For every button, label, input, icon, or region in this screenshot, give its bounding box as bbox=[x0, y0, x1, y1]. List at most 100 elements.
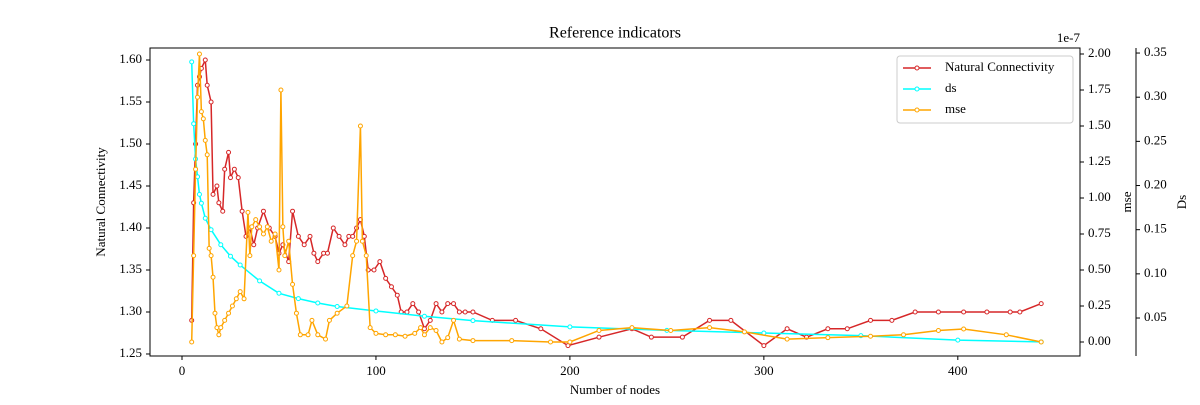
point bbox=[305, 332, 311, 338]
point bbox=[629, 325, 635, 331]
point bbox=[707, 325, 713, 331]
x-tick-label: 400 bbox=[948, 363, 968, 378]
point bbox=[290, 281, 296, 287]
point bbox=[784, 336, 790, 342]
point bbox=[315, 259, 321, 265]
point bbox=[196, 191, 202, 197]
y3ticks-label: 0.10 bbox=[1144, 265, 1167, 280]
yticks-label: 1.30 bbox=[119, 303, 142, 318]
x-axis-label: Number of nodes bbox=[570, 382, 660, 397]
point bbox=[728, 317, 734, 323]
point bbox=[191, 253, 197, 259]
point bbox=[470, 318, 476, 324]
point bbox=[462, 309, 468, 315]
point bbox=[421, 332, 427, 338]
y3ticks-label: 0.15 bbox=[1144, 221, 1167, 236]
point bbox=[245, 209, 251, 215]
point bbox=[334, 310, 340, 316]
x-tick-label: 0 bbox=[179, 363, 186, 378]
point bbox=[276, 290, 282, 296]
point bbox=[741, 329, 747, 335]
point bbox=[596, 327, 602, 333]
point bbox=[189, 339, 195, 345]
point bbox=[961, 309, 967, 315]
point bbox=[761, 343, 767, 349]
point bbox=[935, 309, 941, 315]
point bbox=[202, 137, 208, 143]
point bbox=[377, 259, 383, 265]
y2ticks-label: 0.50 bbox=[1088, 261, 1111, 276]
point bbox=[282, 253, 288, 259]
point bbox=[247, 253, 253, 259]
point bbox=[912, 309, 918, 315]
y2ticks-label: 1.00 bbox=[1088, 189, 1111, 204]
point bbox=[315, 332, 321, 338]
point bbox=[229, 303, 235, 309]
y3ticks-label: 0.30 bbox=[1144, 88, 1167, 103]
point bbox=[293, 310, 299, 316]
point bbox=[257, 278, 263, 284]
point bbox=[253, 217, 259, 223]
legend-marker bbox=[914, 107, 920, 113]
point bbox=[548, 339, 554, 345]
point bbox=[418, 325, 424, 331]
point bbox=[193, 166, 199, 172]
legend-label: ds bbox=[945, 80, 957, 95]
point bbox=[433, 301, 439, 307]
point bbox=[216, 332, 222, 338]
point bbox=[383, 275, 389, 281]
point bbox=[350, 253, 356, 259]
point bbox=[427, 325, 433, 331]
series-line bbox=[190, 53, 1042, 344]
point bbox=[350, 233, 356, 239]
point bbox=[251, 242, 257, 248]
point bbox=[210, 191, 216, 197]
point bbox=[324, 250, 330, 256]
y2-axis-label: mse bbox=[1119, 191, 1134, 212]
point bbox=[257, 224, 263, 230]
point bbox=[237, 289, 243, 295]
point bbox=[226, 149, 232, 155]
point bbox=[330, 225, 336, 231]
x-tick-label: 300 bbox=[754, 363, 774, 378]
point bbox=[220, 208, 226, 214]
point bbox=[204, 152, 210, 158]
point bbox=[311, 250, 317, 256]
x-tick-label: 200 bbox=[560, 363, 580, 378]
point bbox=[210, 274, 216, 280]
point bbox=[342, 242, 348, 248]
y3ticks-label: 0.35 bbox=[1144, 44, 1167, 59]
point bbox=[394, 292, 400, 298]
point bbox=[825, 335, 831, 341]
yticks-label: 1.45 bbox=[119, 177, 142, 192]
point bbox=[226, 310, 232, 316]
point bbox=[1038, 301, 1044, 307]
point bbox=[208, 253, 214, 259]
point bbox=[567, 339, 573, 345]
point bbox=[565, 343, 571, 349]
point bbox=[200, 116, 206, 122]
point bbox=[513, 317, 519, 323]
point bbox=[363, 253, 369, 259]
y2ticks-label: 1.75 bbox=[1088, 81, 1111, 96]
y2ticks-label: 0.75 bbox=[1088, 225, 1111, 240]
y2ticks-label: 0.00 bbox=[1088, 333, 1111, 348]
point bbox=[301, 242, 307, 248]
point bbox=[286, 238, 292, 244]
point bbox=[227, 253, 233, 259]
y2-offset: 1e-7 bbox=[1057, 30, 1081, 45]
legend-marker bbox=[914, 86, 920, 92]
point bbox=[383, 332, 389, 338]
point bbox=[290, 208, 296, 214]
point bbox=[707, 317, 713, 323]
point bbox=[191, 121, 197, 127]
point bbox=[961, 326, 967, 332]
point bbox=[404, 309, 410, 315]
y2ticks-label: 1.50 bbox=[1088, 117, 1111, 132]
y3ticks-label: 0.25 bbox=[1144, 132, 1167, 147]
point bbox=[392, 332, 398, 338]
point bbox=[868, 317, 874, 323]
point bbox=[1017, 309, 1023, 315]
legend-box bbox=[896, 55, 1074, 124]
point bbox=[323, 336, 329, 342]
